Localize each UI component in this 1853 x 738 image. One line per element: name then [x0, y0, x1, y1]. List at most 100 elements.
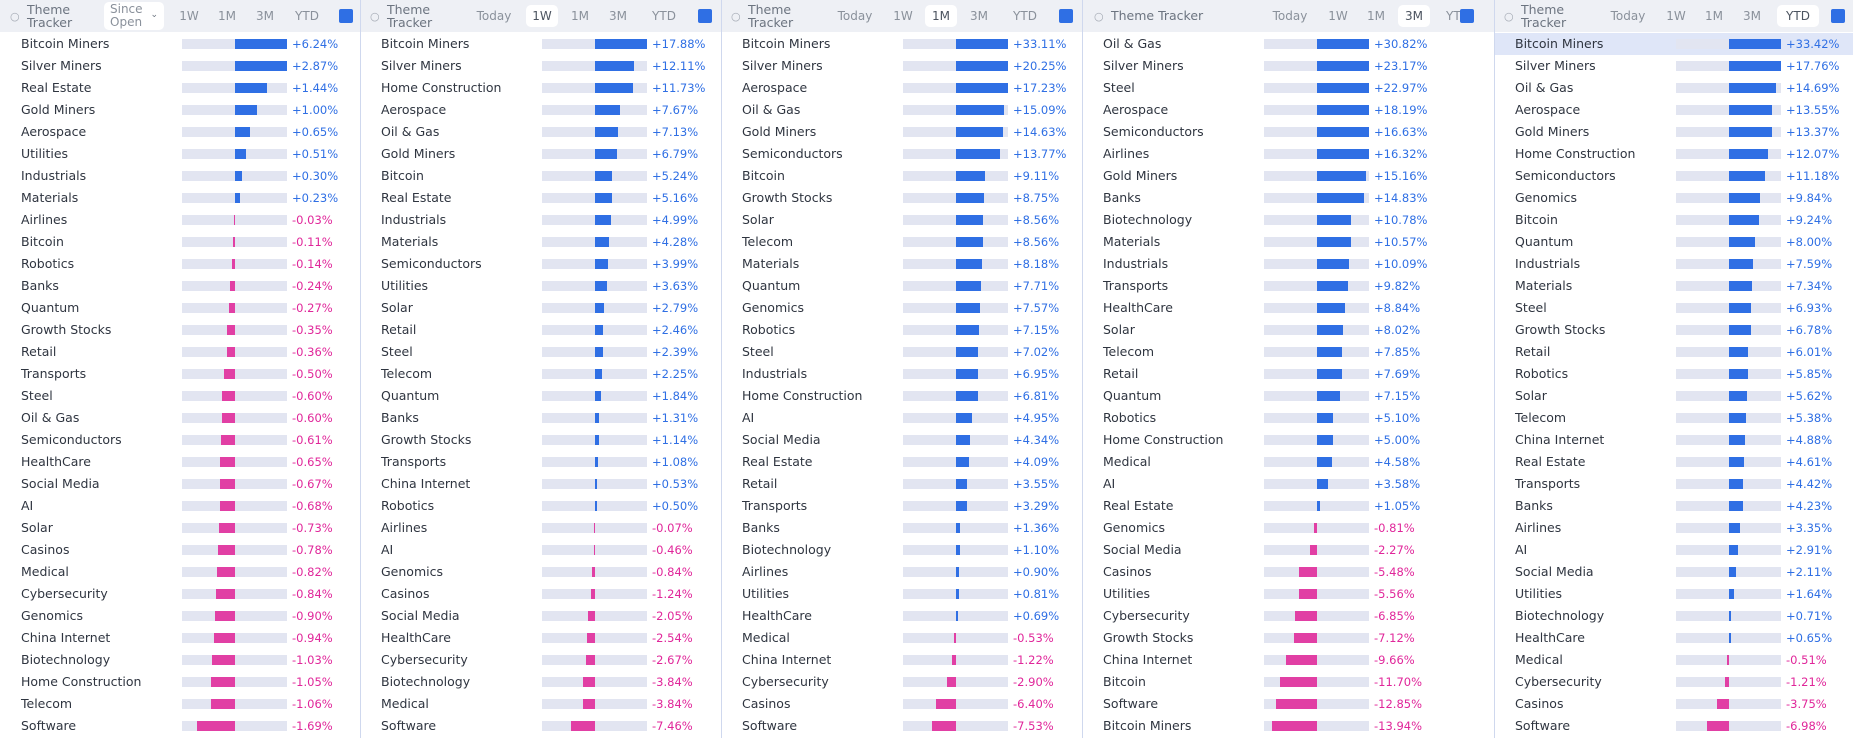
- list-item[interactable]: Growth Stocks -7.12%: [1082, 627, 1494, 649]
- list-item[interactable]: Gold Miners +14.63%: [721, 121, 1082, 143]
- tab-today[interactable]: Today: [1610, 9, 1646, 23]
- list-item[interactable]: Airlines -0.07%: [360, 517, 721, 539]
- tab-3m[interactable]: 3M: [1743, 9, 1761, 23]
- list-item[interactable]: Social Media -0.67%: [0, 473, 360, 495]
- list-item[interactable]: Bitcoin Miners +33.42%: [1494, 33, 1853, 55]
- list-item[interactable]: HealthCare -2.54%: [360, 627, 721, 649]
- color-toggle-button[interactable]: [339, 9, 353, 23]
- list-item[interactable]: China Internet +0.53%: [360, 473, 721, 495]
- tab-1m[interactable]: 1M: [1705, 9, 1723, 23]
- tab-1w[interactable]: 1W: [893, 9, 913, 23]
- tab-ytd[interactable]: YTD: [295, 9, 319, 23]
- list-item[interactable]: Oil & Gas +15.09%: [721, 99, 1082, 121]
- list-item[interactable]: Biotechnology +10.78%: [1082, 209, 1494, 231]
- list-item[interactable]: Social Media -2.27%: [1082, 539, 1494, 561]
- list-item[interactable]: Utilities +0.51%: [0, 143, 360, 165]
- list-item[interactable]: HealthCare +0.65%: [1494, 627, 1853, 649]
- list-item[interactable]: Industrials +4.99%: [360, 209, 721, 231]
- list-item[interactable]: Real Estate +4.09%: [721, 451, 1082, 473]
- tab-today[interactable]: Today: [476, 9, 512, 23]
- list-item[interactable]: Aerospace +18.19%: [1082, 99, 1494, 121]
- list-item[interactable]: Social Media +2.11%: [1494, 561, 1853, 583]
- list-item[interactable]: Bitcoin Miners +33.11%: [721, 33, 1082, 55]
- tab-1w[interactable]: 1W: [179, 9, 199, 23]
- list-item[interactable]: Transports +9.82%: [1082, 275, 1494, 297]
- tab-today[interactable]: Today: [837, 9, 873, 23]
- list-item[interactable]: Retail +6.01%: [1494, 341, 1853, 363]
- list-item[interactable]: AI -0.68%: [0, 495, 360, 517]
- list-item[interactable]: Biotechnology +0.71%: [1494, 605, 1853, 627]
- list-item[interactable]: Casinos -1.24%: [360, 583, 721, 605]
- list-item[interactable]: Cybersecurity -2.90%: [721, 671, 1082, 693]
- list-item[interactable]: Steel +6.93%: [1494, 297, 1853, 319]
- list-item[interactable]: Robotics +5.85%: [1494, 363, 1853, 385]
- list-item[interactable]: Home Construction +6.81%: [721, 385, 1082, 407]
- list-item[interactable]: HealthCare +0.69%: [721, 605, 1082, 627]
- list-item[interactable]: Genomics -0.90%: [0, 605, 360, 627]
- list-item[interactable]: Semiconductors +3.99%: [360, 253, 721, 275]
- list-item[interactable]: Silver Miners +12.11%: [360, 55, 721, 77]
- list-item[interactable]: Cybersecurity -0.84%: [0, 583, 360, 605]
- list-item[interactable]: Retail +2.46%: [360, 319, 721, 341]
- list-item[interactable]: Aerospace +0.65%: [0, 121, 360, 143]
- tab-ytd[interactable]: YTD: [1777, 5, 1819, 27]
- list-item[interactable]: Bitcoin -0.11%: [0, 231, 360, 253]
- tab-ytd[interactable]: YTD: [652, 9, 676, 23]
- list-item[interactable]: Robotics +5.10%: [1082, 407, 1494, 429]
- tab-1m[interactable]: 1M: [571, 9, 589, 23]
- list-item[interactable]: Bitcoin +5.24%: [360, 165, 721, 187]
- list-item[interactable]: Utilities -5.56%: [1082, 583, 1494, 605]
- list-item[interactable]: Silver Miners +17.76%: [1494, 55, 1853, 77]
- list-item[interactable]: Telecom +7.85%: [1082, 341, 1494, 363]
- list-item[interactable]: Bitcoin Miners +6.24%: [0, 33, 360, 55]
- list-item[interactable]: Home Construction -1.05%: [0, 671, 360, 693]
- list-item[interactable]: Medical -0.82%: [0, 561, 360, 583]
- list-item[interactable]: Materials +8.18%: [721, 253, 1082, 275]
- list-item[interactable]: Telecom +2.25%: [360, 363, 721, 385]
- list-item[interactable]: Oil & Gas -0.60%: [0, 407, 360, 429]
- tab-1m[interactable]: 1M: [1367, 9, 1385, 23]
- list-item[interactable]: Casinos -6.40%: [721, 693, 1082, 715]
- list-item[interactable]: Robotics +0.50%: [360, 495, 721, 517]
- list-item[interactable]: Aerospace +17.23%: [721, 77, 1082, 99]
- list-item[interactable]: Cybersecurity -6.85%: [1082, 605, 1494, 627]
- tab-1w[interactable]: 1W: [1328, 9, 1348, 23]
- list-item[interactable]: Airlines +3.35%: [1494, 517, 1853, 539]
- list-item[interactable]: Solar +8.02%: [1082, 319, 1494, 341]
- list-item[interactable]: AI +2.91%: [1494, 539, 1853, 561]
- list-item[interactable]: Growth Stocks +6.78%: [1494, 319, 1853, 341]
- list-item[interactable]: Medical -3.84%: [360, 693, 721, 715]
- list-item[interactable]: Real Estate +4.61%: [1494, 451, 1853, 473]
- list-item[interactable]: Software -12.85%: [1082, 693, 1494, 715]
- list-item[interactable]: Bitcoin Miners +17.88%: [360, 33, 721, 55]
- list-item[interactable]: Retail +7.69%: [1082, 363, 1494, 385]
- list-item[interactable]: Biotechnology +1.10%: [721, 539, 1082, 561]
- list-item[interactable]: Retail -0.36%: [0, 341, 360, 363]
- tab-3m[interactable]: 3M: [609, 9, 627, 23]
- list-item[interactable]: Solar +2.79%: [360, 297, 721, 319]
- list-item[interactable]: Silver Miners +2.87%: [0, 55, 360, 77]
- list-item[interactable]: Bitcoin +9.11%: [721, 165, 1082, 187]
- list-item[interactable]: Banks +14.83%: [1082, 187, 1494, 209]
- list-item[interactable]: Semiconductors +16.63%: [1082, 121, 1494, 143]
- list-item[interactable]: Bitcoin -11.70%: [1082, 671, 1494, 693]
- list-item[interactable]: Quantum -0.27%: [0, 297, 360, 319]
- list-item[interactable]: Silver Miners +20.25%: [721, 55, 1082, 77]
- list-item[interactable]: Bitcoin +9.24%: [1494, 209, 1853, 231]
- list-item[interactable]: Robotics -0.14%: [0, 253, 360, 275]
- list-item[interactable]: Solar +5.62%: [1494, 385, 1853, 407]
- list-item[interactable]: Solar +8.56%: [721, 209, 1082, 231]
- list-item[interactable]: Steel -0.60%: [0, 385, 360, 407]
- list-item[interactable]: Oil & Gas +14.69%: [1494, 77, 1853, 99]
- list-item[interactable]: China Internet +4.88%: [1494, 429, 1853, 451]
- list-item[interactable]: Banks +1.36%: [721, 517, 1082, 539]
- list-item[interactable]: Biotechnology -3.84%: [360, 671, 721, 693]
- list-item[interactable]: Bitcoin Miners -13.94%: [1082, 715, 1494, 737]
- list-item[interactable]: Real Estate +1.05%: [1082, 495, 1494, 517]
- list-item[interactable]: Software -7.53%: [721, 715, 1082, 737]
- color-toggle-button[interactable]: [1460, 9, 1474, 23]
- list-item[interactable]: Oil & Gas +30.82%: [1082, 33, 1494, 55]
- list-item[interactable]: Utilities +1.64%: [1494, 583, 1853, 605]
- tab-today[interactable]: Today: [1272, 9, 1308, 23]
- list-item[interactable]: Growth Stocks +1.14%: [360, 429, 721, 451]
